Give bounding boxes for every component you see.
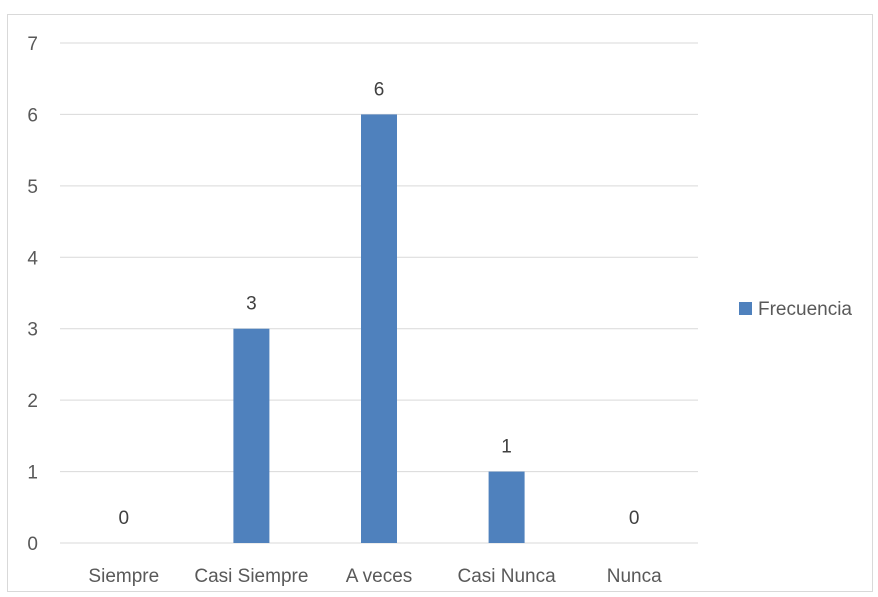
bar — [233, 328, 270, 543]
legend: Frecuencia — [739, 299, 852, 320]
data-label: 0 — [119, 508, 130, 529]
data-label: 1 — [501, 437, 512, 458]
chart-frame — [7, 14, 873, 592]
y-tick-label: 7 — [27, 34, 38, 55]
y-axis-ticks: 0 1 2 3 4 5 6 7 — [27, 34, 38, 555]
y-tick-label: 4 — [27, 248, 38, 269]
y-tick-label: 6 — [27, 105, 38, 126]
data-label: 0 — [629, 508, 640, 529]
data-label: 3 — [246, 294, 257, 315]
x-tick-label: Nunca — [607, 566, 662, 587]
x-axis-ticks: Siempre Casi Siempre A veces Casi Nunca Nunc… — [88, 566, 662, 587]
data-labels: 0 3 6 1 0 — [119, 79, 640, 529]
legend-swatch-frecuencia — [739, 302, 752, 315]
x-tick-label: Casi Siempre — [194, 566, 308, 587]
y-tick-label: 5 — [27, 177, 38, 198]
y-tick-label: 1 — [27, 463, 38, 484]
x-tick-label: Siempre — [88, 566, 159, 587]
y-tick-label: 0 — [27, 534, 38, 555]
legend-label-frecuencia: Frecuencia — [758, 299, 852, 320]
x-tick-label: A veces — [346, 566, 413, 587]
bar — [361, 114, 397, 543]
bar — [488, 471, 525, 543]
data-label: 6 — [374, 79, 385, 100]
y-tick-label: 3 — [27, 320, 38, 341]
bars — [233, 114, 525, 543]
y-tick-label: 2 — [27, 391, 38, 412]
x-tick-label: Casi Nunca — [457, 566, 556, 587]
